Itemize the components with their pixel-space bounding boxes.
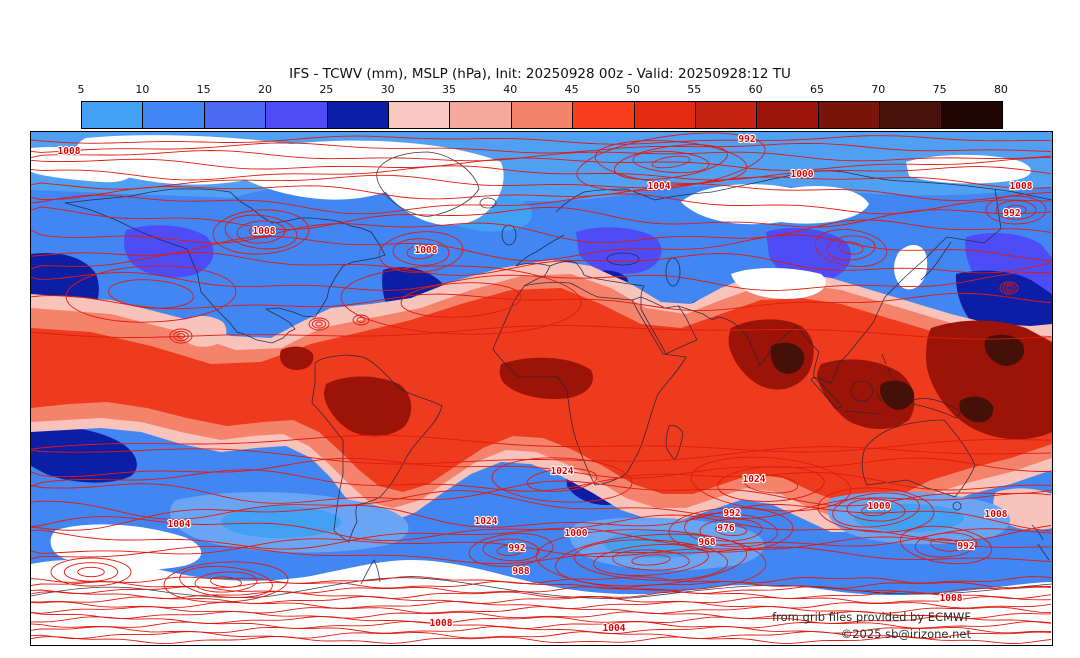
colorbar-tick-55: 55 bbox=[687, 83, 702, 96]
colorbar-cell-35-40 bbox=[450, 102, 512, 128]
colorbar-cell-10-15 bbox=[143, 102, 205, 128]
attribution-copyright: ©2025 sb@irizone.net bbox=[840, 627, 971, 641]
colorbar-cell-70-75 bbox=[880, 102, 942, 128]
pressure-label-976: 976 bbox=[717, 523, 734, 534]
pressure-label-1000: 1000 bbox=[868, 501, 891, 512]
pressure-label-1004: 1004 bbox=[168, 519, 191, 530]
pressure-label-1008: 1008 bbox=[58, 146, 81, 157]
colorbar bbox=[81, 101, 1003, 129]
pressure-label-1008: 1008 bbox=[1010, 181, 1033, 192]
pressure-label-992: 992 bbox=[508, 543, 525, 554]
colorbar-tick-60: 60 bbox=[748, 83, 763, 96]
pressure-label-1004: 1004 bbox=[603, 623, 626, 634]
colorbar-cell-65-70 bbox=[818, 102, 881, 128]
map-canvas: 1008 1008 1008 992 1000 1004 1008 992 1004 1024 99… bbox=[31, 132, 1052, 645]
mslp-contour-layer bbox=[31, 132, 1052, 645]
pressure-label-1024: 1024 bbox=[551, 466, 574, 477]
tcwv-fill-layer bbox=[31, 132, 1052, 645]
pressure-label-1000: 1000 bbox=[791, 169, 814, 180]
attribution-source: from grib files provided by ECMWF bbox=[772, 610, 971, 624]
colorbar-tick-50: 50 bbox=[625, 83, 640, 96]
colorbar-tick-25: 25 bbox=[319, 83, 334, 96]
colorbar-cell-55-60 bbox=[696, 102, 758, 128]
colorbar-tick-10: 10 bbox=[135, 83, 150, 96]
colorbar-cell-15-20 bbox=[204, 102, 267, 128]
pressure-label-992: 992 bbox=[738, 134, 755, 145]
colorbar-cell-20-25 bbox=[266, 102, 328, 128]
colorbar-tick-45: 45 bbox=[564, 83, 579, 96]
colorbar-cell-45-50 bbox=[573, 102, 635, 128]
pressure-label-1024: 1024 bbox=[743, 474, 766, 485]
pressure-label-992: 992 bbox=[957, 541, 974, 552]
colorbar-tick-20: 20 bbox=[257, 83, 272, 96]
colorbar-cell-60-65 bbox=[757, 102, 819, 128]
pressure-label-1004: 1004 bbox=[648, 181, 671, 192]
pressure-label-1000: 1000 bbox=[565, 528, 588, 539]
colorbar-tick-70: 70 bbox=[871, 83, 886, 96]
colorbar-cell-30-35 bbox=[389, 102, 451, 128]
colorbar-tick-15: 15 bbox=[196, 83, 211, 96]
colorbar-tick-30: 30 bbox=[380, 83, 395, 96]
pressure-label-1008: 1008 bbox=[253, 226, 276, 237]
colorbar-ticks: 5 10 15 20 25 30 35 40 45 50 55 60 65 70 75 80 bbox=[0, 83, 1080, 97]
pressure-label-1008: 1008 bbox=[430, 618, 453, 629]
pressure-label-layer: 1008 1008 1008 992 1000 1004 1008 992 1004 1024 99… bbox=[56, 133, 1033, 635]
colorbar-tick-5: 5 bbox=[77, 83, 85, 96]
world-map: 1008 1008 1008 992 1000 1004 1008 992 1004 1024 99… bbox=[30, 131, 1053, 646]
pressure-label-1008: 1008 bbox=[415, 245, 438, 256]
colorbar-cell-25-30 bbox=[327, 102, 390, 128]
pressure-label-988: 988 bbox=[512, 566, 529, 577]
pressure-label-992: 992 bbox=[1003, 208, 1020, 219]
pressure-label-992: 992 bbox=[723, 508, 740, 519]
colorbar-cell-40-45 bbox=[511, 102, 574, 128]
colorbar-cell-5-10 bbox=[82, 102, 144, 128]
pressure-label-1008: 1008 bbox=[985, 509, 1008, 520]
pressure-label-1024: 1024 bbox=[475, 516, 498, 527]
colorbar-cell-50-55 bbox=[634, 102, 697, 128]
colorbar-tick-40: 40 bbox=[503, 83, 518, 96]
pressure-label-968: 968 bbox=[698, 537, 715, 548]
chart-title: IFS - TCWV (mm), MSLP (hPa), Init: 20250… bbox=[289, 66, 791, 82]
colorbar-tick-35: 35 bbox=[441, 83, 456, 96]
pressure-label-1008: 1008 bbox=[940, 593, 963, 604]
colorbar-tick-80: 80 bbox=[993, 83, 1008, 96]
colorbar-tick-65: 65 bbox=[809, 83, 824, 96]
colorbar-cell-75-80 bbox=[941, 102, 1003, 128]
colorbar-tick-75: 75 bbox=[932, 83, 947, 96]
